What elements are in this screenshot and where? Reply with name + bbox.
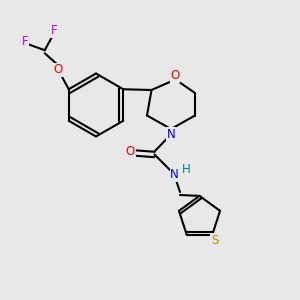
Text: H: H: [182, 163, 191, 176]
Text: O: O: [126, 145, 135, 158]
Text: N: N: [170, 168, 179, 181]
Text: O: O: [54, 63, 63, 76]
Text: S: S: [211, 234, 218, 247]
Text: F: F: [22, 35, 28, 48]
Text: F: F: [50, 24, 57, 37]
Text: N: N: [167, 128, 176, 141]
Text: O: O: [170, 69, 179, 82]
